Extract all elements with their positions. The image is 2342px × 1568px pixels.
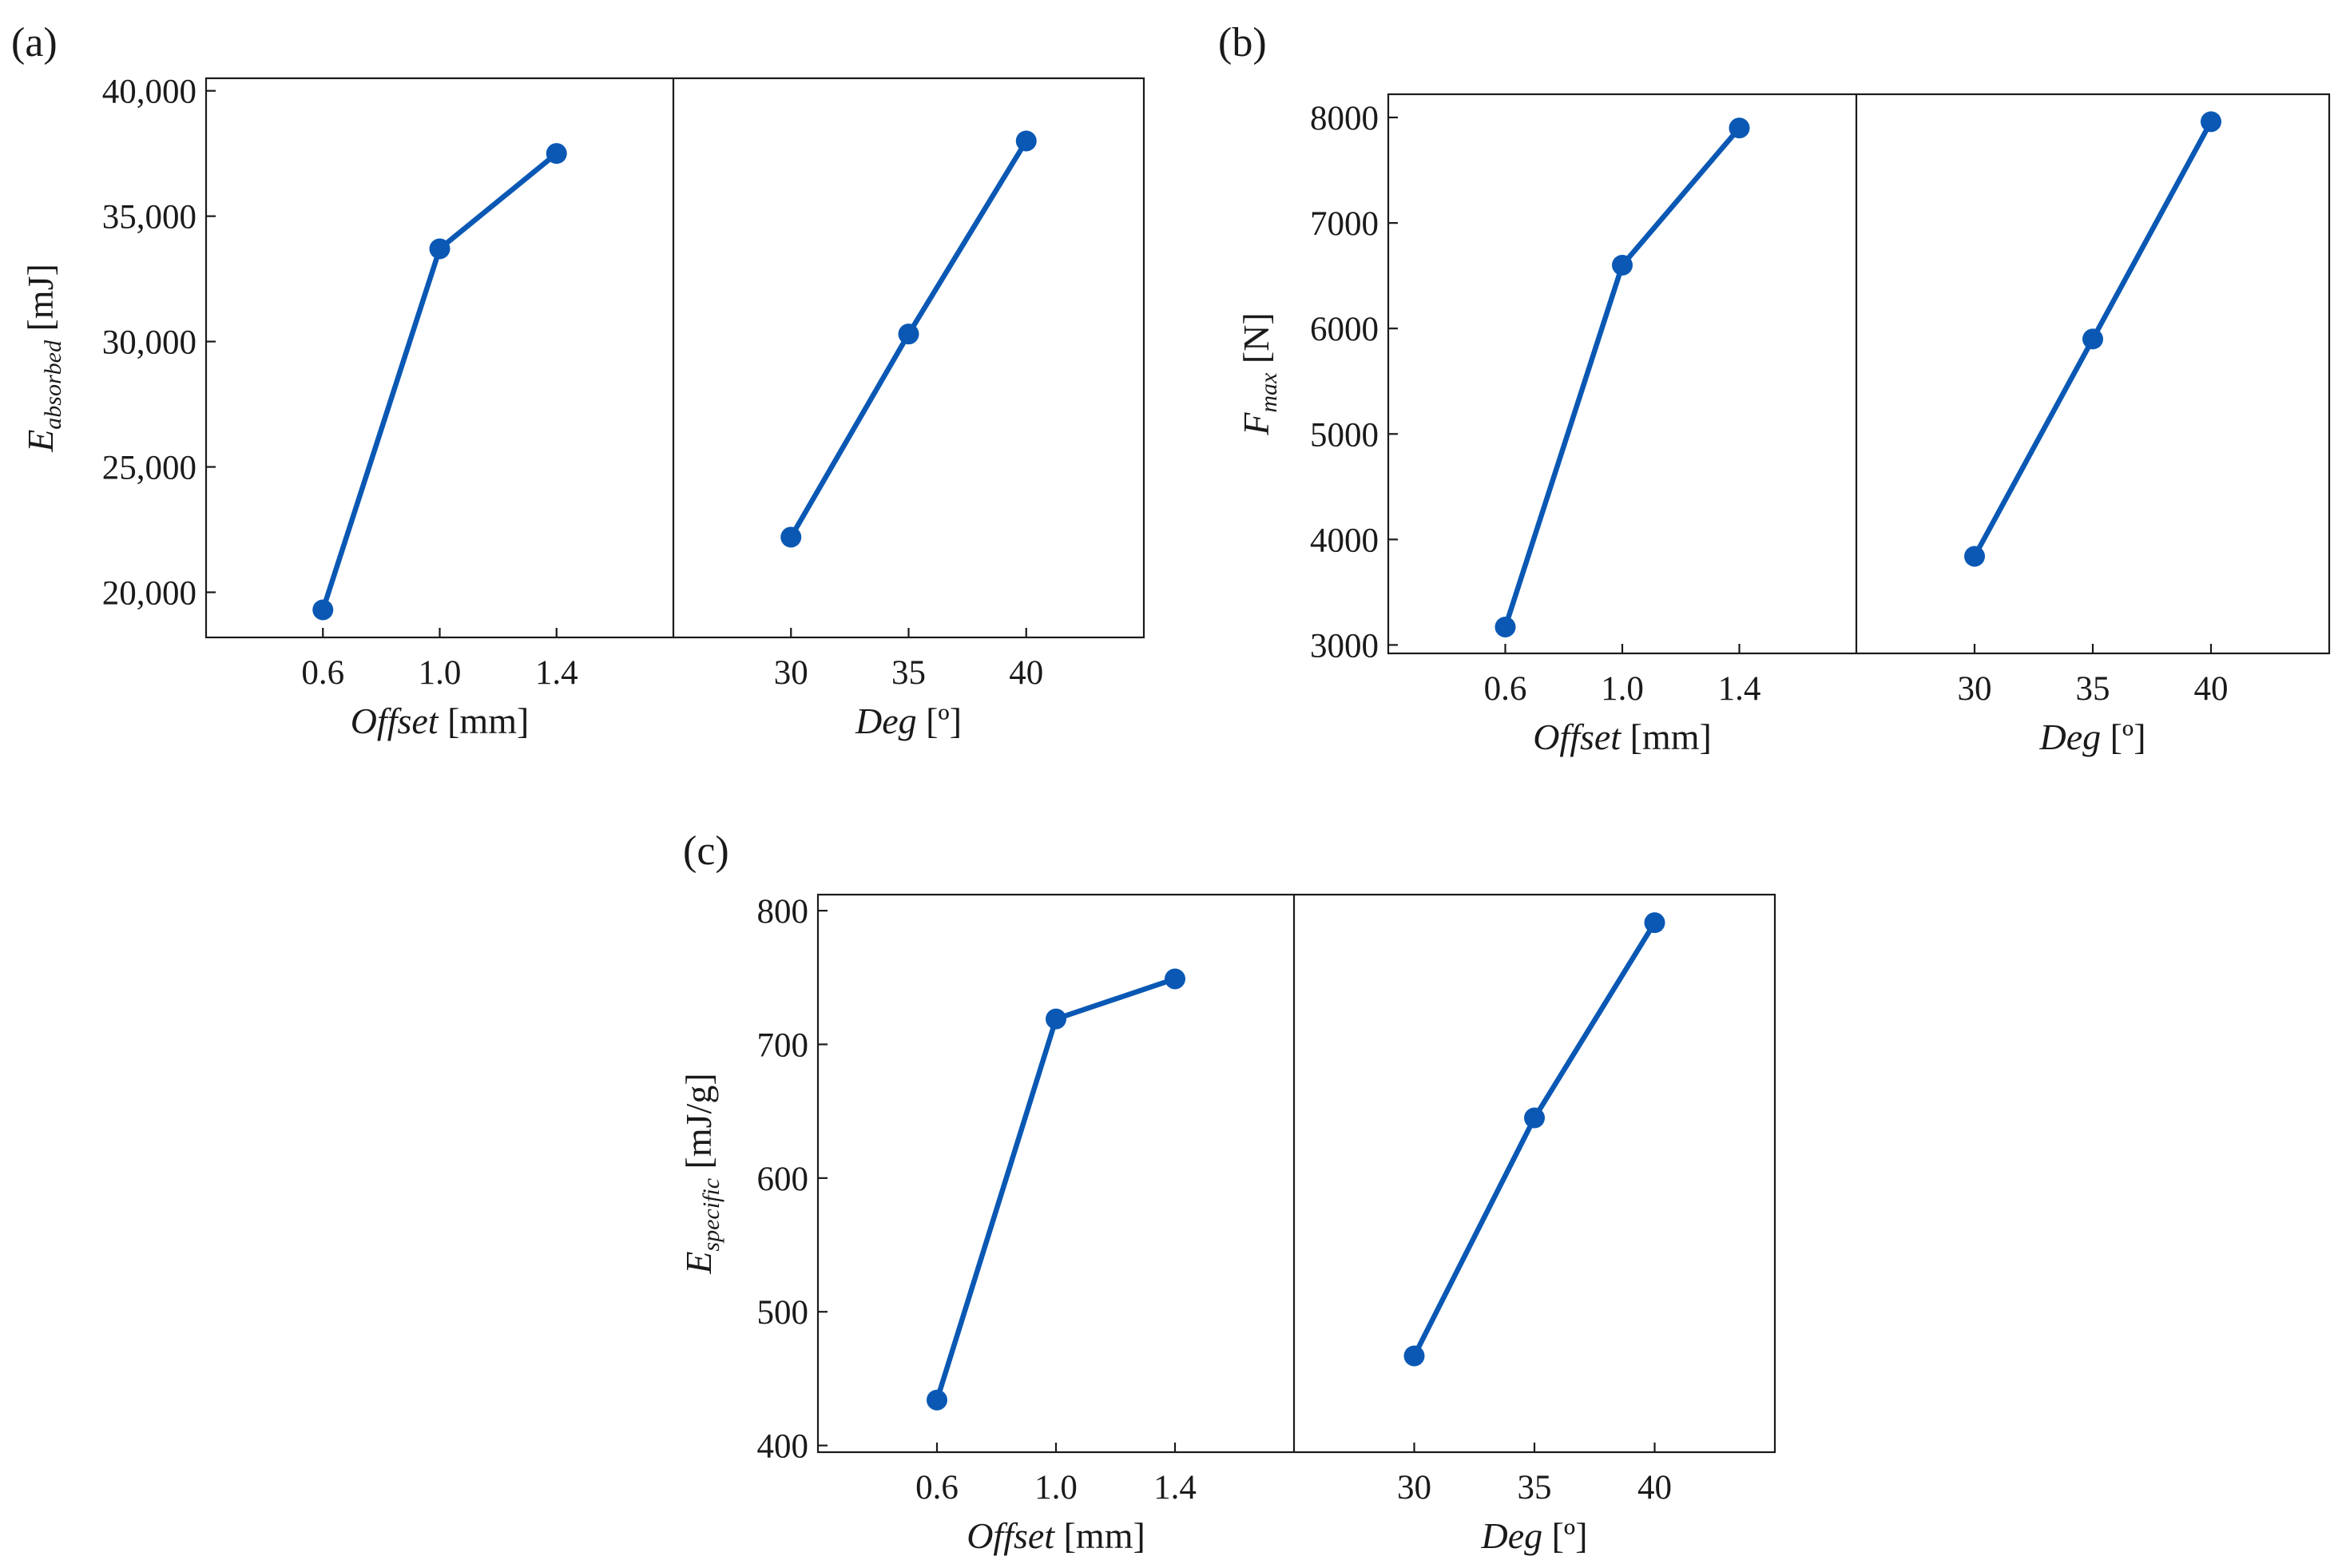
plot-frame bbox=[816, 893, 1776, 1454]
x-axis-label: Offset [mm] bbox=[1533, 717, 1712, 757]
x-tick-label: 30 bbox=[1397, 1469, 1431, 1506]
data-point bbox=[780, 526, 802, 548]
data-point bbox=[1964, 546, 1985, 567]
chart-panel-2: (b) 3000 4000 5000 6000 7000 8000 Fmax [N] 0.6 1.… bbox=[1218, 20, 2331, 757]
data-point bbox=[1524, 1107, 1545, 1129]
x-tick-label: 40 bbox=[1637, 1469, 1672, 1506]
y-tick-label: 30,000 bbox=[102, 324, 196, 362]
subplot-2: 30 35 40 Deg [º] bbox=[774, 130, 1043, 741]
series-line bbox=[1502, 125, 1742, 630]
data-point bbox=[1495, 616, 1516, 637]
y-tick-label: 700 bbox=[757, 1026, 809, 1064]
x-tick-label: 30 bbox=[1958, 670, 1992, 708]
y-tick-label: 40,000 bbox=[102, 73, 196, 111]
panel-label: (c) bbox=[683, 828, 729, 874]
panel-label: (b) bbox=[1218, 20, 1267, 65]
x-tick-label: 1.0 bbox=[419, 654, 462, 692]
series-line bbox=[934, 976, 1178, 1403]
x-tick-label: 0.6 bbox=[1484, 670, 1527, 708]
x-tick-label: 35 bbox=[2076, 670, 2110, 708]
x-tick-label: 1.0 bbox=[1601, 670, 1644, 708]
chart-panel-1: (a) 20,000 25,000 30,000 35,000 40,000 Eabsorb… bbox=[11, 20, 1145, 741]
x-axis-label: Deg [º] bbox=[2038, 717, 2146, 757]
y-axis-label: Fmax [N] bbox=[1236, 312, 1282, 435]
x-axis-label: Deg [º] bbox=[1480, 1515, 1587, 1556]
data-point bbox=[1729, 117, 1750, 139]
x-axis-label: Offset [mm] bbox=[351, 701, 530, 741]
data-point bbox=[1644, 912, 1665, 934]
data-point bbox=[898, 324, 919, 345]
data-point bbox=[429, 238, 451, 260]
data-point bbox=[1046, 1008, 1066, 1030]
y-tick-label: 20,000 bbox=[102, 574, 196, 612]
x-tick-label: 40 bbox=[1009, 654, 1043, 692]
x-axis-label: Offset [mm] bbox=[967, 1515, 1145, 1556]
x-tick-label: 1.4 bbox=[1718, 670, 1761, 708]
plot-frame bbox=[1387, 93, 2331, 655]
y-tick-label: 400 bbox=[757, 1428, 809, 1466]
x-tick-label: 40 bbox=[2194, 670, 2229, 708]
y-tick-label: 3000 bbox=[1310, 627, 1379, 665]
data-point bbox=[312, 599, 334, 621]
data-point bbox=[2201, 111, 2221, 133]
data-point bbox=[2082, 328, 2103, 350]
series-line bbox=[1411, 919, 1657, 1359]
x-tick-label: 35 bbox=[891, 654, 926, 692]
subplot-2: 30 35 40 Deg [º] bbox=[1397, 912, 1672, 1556]
x-tick-label: 1.0 bbox=[1034, 1469, 1078, 1506]
data-point bbox=[1403, 1345, 1425, 1367]
y-tick-label: 7000 bbox=[1310, 205, 1379, 243]
y-tick-label: 35,000 bbox=[102, 199, 196, 236]
y-tick-label: 5000 bbox=[1310, 416, 1379, 454]
y-tick-label: 500 bbox=[757, 1294, 809, 1332]
x-tick-label: 0.6 bbox=[301, 654, 344, 692]
x-tick-label: 30 bbox=[774, 654, 808, 692]
y-axis-label: Eabsorbed [mJ] bbox=[20, 264, 66, 453]
y-tick-label: 4000 bbox=[1310, 522, 1379, 559]
data-point bbox=[1165, 968, 1185, 990]
plot-frame bbox=[204, 77, 1145, 639]
panel-label: (a) bbox=[11, 20, 58, 65]
x-tick-label: 1.4 bbox=[535, 654, 578, 692]
series-line bbox=[320, 150, 559, 613]
y-axis-label: Especific [mJ/g] bbox=[678, 1073, 724, 1274]
y-tick-label: 800 bbox=[757, 893, 809, 931]
y-tick-label: 600 bbox=[757, 1161, 809, 1198]
subplot-2: 30 35 40 Deg [º] bbox=[1958, 111, 2229, 757]
chart-panel-3: (c) 400 500 600 700 800 Especific [mJ/g] 0.6 1.0… bbox=[678, 828, 1776, 1556]
x-tick-label: 1.4 bbox=[1153, 1469, 1197, 1506]
data-point bbox=[1612, 254, 1633, 276]
y-tick-label: 25,000 bbox=[102, 450, 196, 487]
x-axis-label: Deg [º] bbox=[855, 701, 962, 741]
data-point bbox=[1015, 130, 1037, 152]
y-tick-label: 8000 bbox=[1310, 100, 1379, 137]
x-tick-label: 0.6 bbox=[915, 1469, 959, 1506]
data-point bbox=[927, 1389, 947, 1411]
y-tick-label: 6000 bbox=[1310, 311, 1379, 348]
x-tick-label: 35 bbox=[1518, 1469, 1552, 1506]
data-point bbox=[546, 143, 567, 165]
